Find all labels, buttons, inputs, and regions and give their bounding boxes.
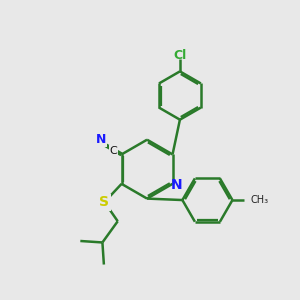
Text: CH₃: CH₃ <box>251 195 269 205</box>
Text: N: N <box>170 178 182 192</box>
Text: C: C <box>110 146 117 156</box>
Text: Cl: Cl <box>173 49 187 62</box>
Text: S: S <box>100 195 110 209</box>
Text: N: N <box>96 133 106 146</box>
